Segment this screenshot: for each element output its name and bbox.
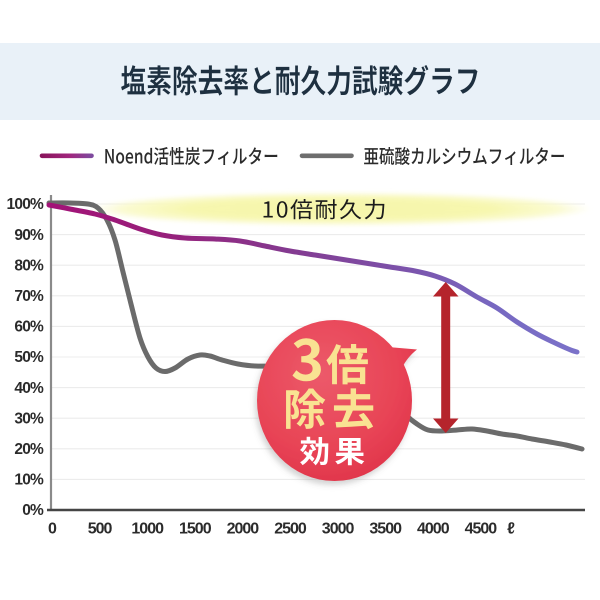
svg-text:80%: 80% bbox=[14, 257, 44, 274]
svg-text:3000: 3000 bbox=[322, 521, 355, 538]
svg-text:2000: 2000 bbox=[227, 521, 260, 538]
svg-text:ℓ: ℓ bbox=[507, 521, 515, 538]
svg-text:1000: 1000 bbox=[131, 521, 164, 538]
svg-text:20%: 20% bbox=[14, 441, 44, 458]
svg-text:4000: 4000 bbox=[417, 521, 450, 538]
svg-text:60%: 60% bbox=[14, 319, 44, 336]
svg-text:2500: 2500 bbox=[274, 521, 307, 538]
svg-text:30%: 30% bbox=[14, 410, 44, 427]
svg-text:0%: 0% bbox=[22, 502, 44, 519]
svg-text:90%: 90% bbox=[14, 227, 44, 244]
svg-text:1500: 1500 bbox=[179, 521, 212, 538]
svg-text:10%: 10% bbox=[14, 472, 44, 489]
svg-text:40%: 40% bbox=[14, 380, 44, 397]
svg-text:500: 500 bbox=[88, 521, 113, 538]
svg-text:4500: 4500 bbox=[465, 521, 498, 538]
svg-text:70%: 70% bbox=[14, 288, 44, 305]
svg-text:0: 0 bbox=[48, 521, 57, 538]
svg-text:100%: 100% bbox=[7, 196, 44, 213]
svg-text:50%: 50% bbox=[14, 349, 44, 366]
svg-text:3500: 3500 bbox=[369, 521, 402, 538]
